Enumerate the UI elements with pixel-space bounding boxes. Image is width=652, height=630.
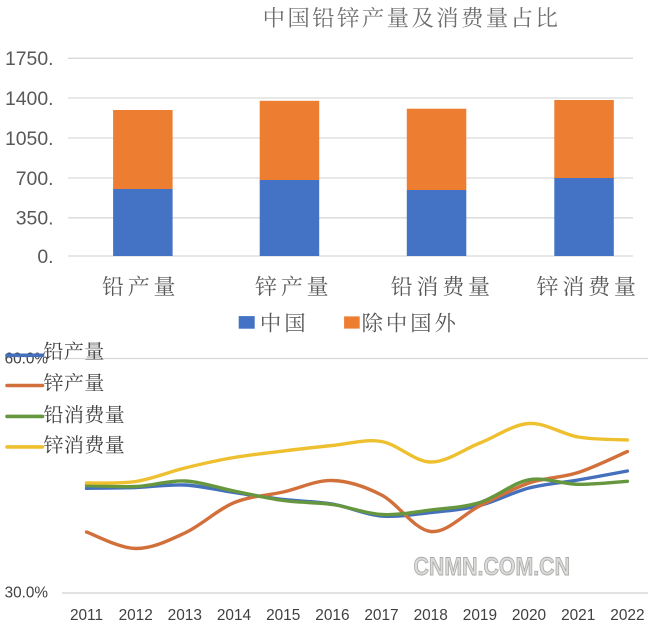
svg-text:1050.: 1050.: [5, 128, 54, 150]
svg-text:1400.: 1400.: [5, 88, 54, 110]
svg-text:0.: 0.: [37, 246, 53, 268]
svg-text:60.0%: 60.0%: [5, 351, 49, 368]
svg-text:2022: 2022: [610, 607, 644, 624]
svg-text:1750.: 1750.: [5, 48, 54, 70]
svg-text:700.: 700.: [16, 168, 54, 190]
svg-text:CNMN.COM.CN: CNMN.COM.CN: [414, 553, 571, 581]
svg-text:2014: 2014: [217, 607, 252, 624]
svg-text:2017: 2017: [364, 607, 398, 624]
svg-text:2020: 2020: [512, 607, 546, 624]
svg-text:2019: 2019: [463, 607, 497, 624]
svg-text:2013: 2013: [168, 607, 202, 624]
svg-text:2016: 2016: [315, 607, 349, 624]
svg-text:30.0%: 30.0%: [5, 584, 49, 601]
svg-text:2021: 2021: [561, 607, 595, 624]
svg-text:350.: 350.: [16, 208, 54, 230]
svg-text:2012: 2012: [119, 607, 153, 624]
svg-text:2015: 2015: [266, 607, 300, 624]
svg-text:2018: 2018: [414, 607, 448, 624]
svg-text:2011: 2011: [70, 607, 103, 624]
